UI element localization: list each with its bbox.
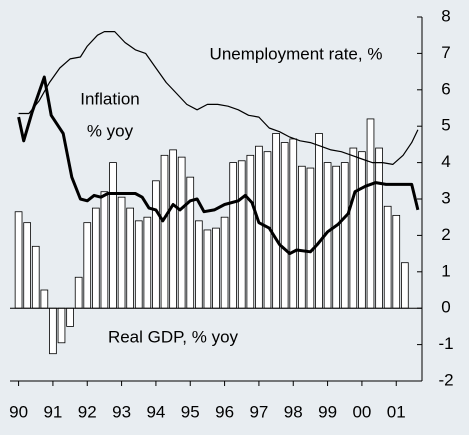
bar xyxy=(306,167,315,309)
y-tick-label: 2 xyxy=(441,225,450,244)
bar xyxy=(237,160,246,309)
bar xyxy=(272,133,280,309)
annotation: Unemployment rate, % xyxy=(210,44,383,63)
bar xyxy=(83,222,92,309)
y-tick-label: 1 xyxy=(441,261,450,280)
line xyxy=(17,75,420,256)
bar xyxy=(212,227,220,309)
bar xyxy=(349,147,358,309)
bar xyxy=(143,216,152,309)
x-tick-label: 94 xyxy=(146,402,165,421)
bar xyxy=(49,307,57,355)
bar xyxy=(40,289,49,309)
x-tick-label: 91 xyxy=(43,402,62,421)
x-tick-label: 00 xyxy=(352,402,371,421)
bar xyxy=(383,205,392,309)
bar xyxy=(400,262,409,309)
bar xyxy=(152,180,160,309)
x-tick-label: 93 xyxy=(112,402,131,421)
bar xyxy=(14,211,23,309)
bar xyxy=(134,220,143,309)
bar xyxy=(246,154,255,309)
bar xyxy=(203,229,212,309)
y-tick-label: -2 xyxy=(438,370,453,389)
bar xyxy=(255,145,263,309)
bar xyxy=(57,307,66,344)
annotation: % yoy xyxy=(87,121,134,140)
bar xyxy=(92,207,100,309)
x-tick-label: 01 xyxy=(387,402,406,421)
bar xyxy=(160,154,169,309)
x-tick-label: 92 xyxy=(78,402,97,421)
x-tick-label: 98 xyxy=(284,402,303,421)
bar xyxy=(74,276,83,309)
bar xyxy=(23,222,32,309)
x-tick-label: 90 xyxy=(9,402,28,421)
y-tick-label: 7 xyxy=(441,43,450,62)
x-tick-label: 95 xyxy=(181,402,200,421)
y-tick-label: 8 xyxy=(441,6,450,25)
bar xyxy=(340,162,349,309)
bar xyxy=(375,147,383,309)
bar xyxy=(358,151,366,309)
bar xyxy=(169,149,177,309)
bar xyxy=(315,133,323,309)
bar xyxy=(126,207,134,309)
line xyxy=(18,31,419,165)
bar xyxy=(280,142,289,309)
bar xyxy=(31,245,40,309)
y-tick-label: 4 xyxy=(441,152,450,171)
bar xyxy=(392,214,401,309)
bar xyxy=(220,216,229,309)
y-tick-label: 3 xyxy=(441,188,450,207)
bar xyxy=(332,165,341,309)
bar xyxy=(177,156,186,309)
bar xyxy=(186,176,195,309)
bar xyxy=(289,138,298,309)
bar xyxy=(366,118,375,309)
y-tick-label: 5 xyxy=(441,116,450,135)
y-tick-label: 6 xyxy=(441,79,450,98)
y-tick-label: 0 xyxy=(441,298,450,317)
bar xyxy=(194,220,203,309)
annotation: Inflation xyxy=(80,89,140,108)
x-tick-label: 97 xyxy=(249,402,268,421)
y-tick-label: -1 xyxy=(438,334,453,353)
x-tick-label: 99 xyxy=(318,402,337,421)
bar xyxy=(66,307,74,327)
bar xyxy=(109,162,117,309)
bar xyxy=(100,191,109,309)
bar xyxy=(117,196,126,309)
bar xyxy=(229,162,238,309)
bar xyxy=(297,165,306,309)
x-tick-label: 96 xyxy=(215,402,234,421)
annotation: Real GDP, % yoy xyxy=(108,327,239,346)
